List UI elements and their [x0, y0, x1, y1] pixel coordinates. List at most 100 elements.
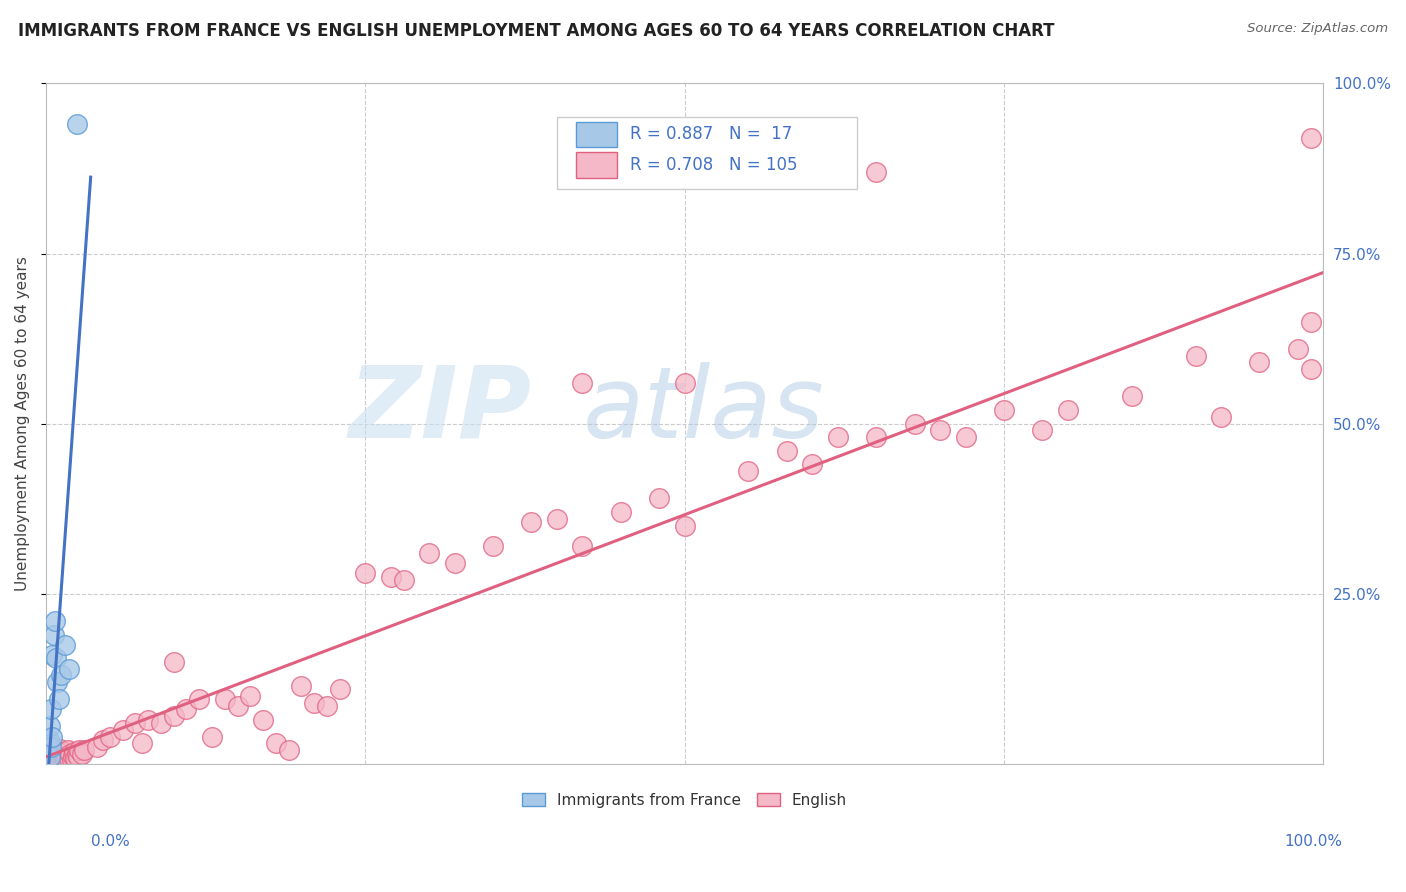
Point — [41, 753, 63, 767]
Point — [44, 745, 66, 759]
Point — [51, 747, 73, 761]
Point — [1299, 362, 1322, 376]
Point — [52, 748, 75, 763]
Point — [226, 698, 249, 713]
Point — [53, 745, 76, 759]
Point — [993, 403, 1015, 417]
Point — [188, 692, 211, 706]
Point — [39, 751, 62, 765]
Point — [38, 750, 60, 764]
Point — [1209, 409, 1232, 424]
Point — [42, 742, 65, 756]
Point — [49, 742, 72, 756]
Point — [648, 491, 671, 506]
Point — [39, 747, 62, 761]
Point — [53, 753, 76, 767]
Point — [673, 518, 696, 533]
Point — [45, 743, 67, 757]
Point — [380, 570, 402, 584]
Text: 100.0%: 100.0% — [1285, 834, 1343, 849]
Y-axis label: Unemployment Among Ages 60 to 64 years: Unemployment Among Ages 60 to 64 years — [15, 256, 30, 591]
Point — [929, 424, 952, 438]
Point — [201, 730, 224, 744]
Point — [38, 752, 60, 766]
Point — [48, 753, 70, 767]
Point — [51, 668, 73, 682]
Text: R = 0.887   N =  17: R = 0.887 N = 17 — [630, 126, 792, 144]
Point — [37, 739, 59, 754]
Point — [955, 430, 977, 444]
Point — [865, 430, 887, 444]
Point — [66, 117, 89, 131]
Point — [65, 751, 87, 765]
Point — [827, 430, 849, 444]
Point — [98, 730, 121, 744]
Point — [42, 747, 65, 761]
Point — [302, 696, 325, 710]
Point — [45, 750, 67, 764]
Point — [354, 566, 377, 581]
Point — [39, 739, 62, 754]
Text: atlas: atlas — [582, 361, 824, 458]
Point — [124, 716, 146, 731]
Point — [418, 546, 440, 560]
Point — [39, 702, 62, 716]
Point — [214, 692, 236, 706]
Point — [131, 736, 153, 750]
Point — [62, 748, 84, 763]
Point — [264, 736, 287, 750]
Point — [38, 743, 60, 757]
Point — [42, 751, 65, 765]
Point — [1056, 403, 1078, 417]
Point — [39, 739, 62, 754]
Point — [41, 648, 63, 662]
Point — [37, 751, 59, 765]
Point — [329, 681, 352, 696]
Point — [571, 376, 593, 390]
Point — [1031, 424, 1053, 438]
Point — [520, 516, 543, 530]
Point — [48, 745, 70, 759]
Point — [58, 662, 80, 676]
Point — [41, 730, 63, 744]
Point — [42, 627, 65, 641]
Point — [66, 750, 89, 764]
Point — [37, 745, 59, 759]
Point — [38, 719, 60, 733]
Point — [55, 750, 77, 764]
Point — [149, 716, 172, 731]
Point — [93, 733, 115, 747]
Point — [46, 675, 69, 690]
Point — [38, 750, 60, 764]
FancyBboxPatch shape — [576, 153, 617, 178]
Point — [865, 165, 887, 179]
Point — [610, 505, 633, 519]
Point — [70, 747, 93, 761]
Point — [58, 751, 80, 765]
Point — [56, 743, 79, 757]
FancyBboxPatch shape — [576, 121, 617, 147]
Point — [443, 556, 465, 570]
Point — [1184, 349, 1206, 363]
Point — [673, 376, 696, 390]
Point — [316, 698, 339, 713]
Point — [66, 747, 89, 761]
Point — [46, 747, 69, 761]
Point — [44, 753, 66, 767]
Legend: Immigrants from France, English: Immigrants from France, English — [516, 787, 853, 814]
Point — [67, 743, 90, 757]
Point — [571, 539, 593, 553]
Text: IMMIGRANTS FROM FRANCE VS ENGLISH UNEMPLOYMENT AMONG AGES 60 TO 64 YEARS CORRELA: IMMIGRANTS FROM FRANCE VS ENGLISH UNEMPL… — [18, 22, 1054, 40]
Point — [38, 755, 60, 769]
Point — [38, 736, 60, 750]
Point — [903, 417, 925, 431]
Point — [41, 748, 63, 763]
Point — [737, 464, 759, 478]
Point — [176, 702, 198, 716]
Point — [801, 458, 824, 472]
Point — [1299, 315, 1322, 329]
Text: ZIP: ZIP — [349, 361, 531, 458]
Point — [37, 743, 59, 757]
Point — [392, 573, 415, 587]
Point — [1121, 389, 1143, 403]
